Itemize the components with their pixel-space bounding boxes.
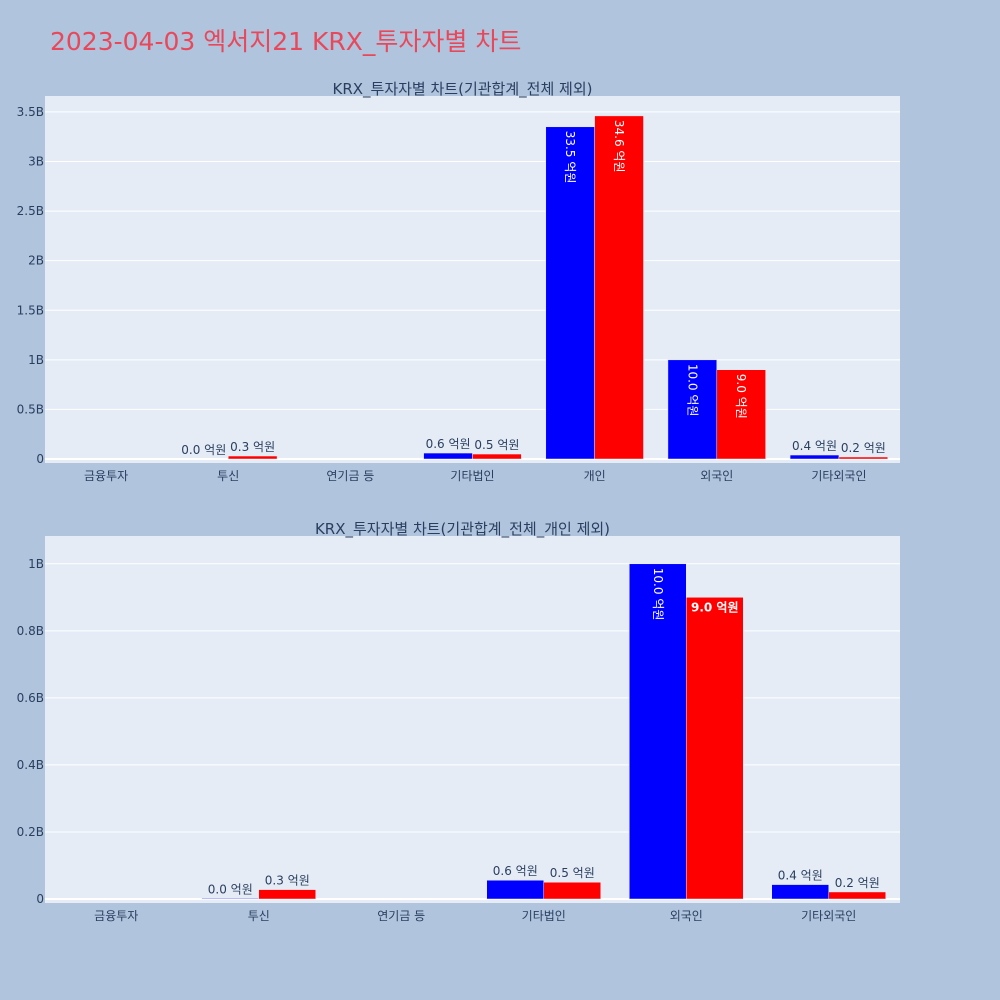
y-tick-label: 0.5B	[17, 402, 44, 416]
bar-value-label: 0.3 억원	[230, 440, 275, 454]
x-tick-label: 연기금 등	[377, 909, 425, 923]
bar	[716, 369, 766, 460]
bar	[789, 454, 840, 460]
bar	[828, 891, 886, 900]
x-tick-label: 기타법인	[522, 909, 566, 923]
y-tick-label: 0	[36, 452, 44, 466]
bar-value-label: 34.6 억원	[612, 120, 626, 173]
plot-area	[45, 536, 900, 903]
page-title: 2023-04-03 엑서지21 KRX_투자자별 차트	[50, 27, 522, 56]
bar	[594, 115, 644, 460]
bar-value-label: 0.0 억원	[208, 882, 253, 896]
x-tick-label: 기타법인	[450, 469, 494, 483]
bar	[667, 359, 718, 460]
bar-value-label: 10.0 억원	[651, 568, 665, 621]
x-tick-label: 외국인	[670, 909, 703, 923]
bar-value-label: 9.0 억원	[734, 374, 748, 419]
bar	[472, 453, 522, 460]
bar-value-label: 0.6 억원	[493, 864, 538, 878]
y-tick-label: 0.6B	[17, 691, 44, 705]
x-tick-label: 개인	[584, 469, 606, 483]
bar	[423, 452, 473, 460]
x-tick-label: 외국인	[700, 469, 733, 483]
bar-value-label: 0.4 억원	[792, 439, 837, 453]
bar	[227, 455, 278, 460]
y-tick-label: 0.8B	[17, 624, 44, 638]
bar	[771, 884, 829, 900]
y-tick-label: 0.2B	[17, 825, 44, 839]
bar-value-label: 0.4 억원	[778, 869, 823, 883]
y-tick-label: 1B	[28, 353, 44, 367]
x-tick-label: 연기금 등	[326, 469, 374, 483]
bar-value-label: 0.0 억원	[181, 443, 226, 457]
x-tick-label: 금융투자	[84, 469, 128, 483]
x-tick-label: 기타외국인	[801, 909, 856, 923]
investor-chart-1: KRX_투자자별 차트(기관합계_전체 제외) 0 0.5B 1B 1.5B 2B 2.5B…	[17, 80, 900, 483]
bar	[629, 563, 687, 900]
bar-value-label: 0.5 억원	[474, 438, 519, 452]
x-tick-label: 투신	[248, 909, 270, 923]
x-tick-label: 기타외국인	[811, 469, 866, 483]
y-tick-label: 0.4B	[17, 758, 44, 772]
y-tick-label: 3.5B	[17, 105, 44, 119]
y-tick-label: 3B	[28, 155, 44, 169]
y-tick-label: 1.5B	[17, 303, 44, 317]
y-tick-label: 1B	[28, 557, 44, 571]
bar	[201, 898, 259, 900]
bar-value-label: 0.2 억원	[841, 441, 886, 455]
chart-title: KRX_투자자별 차트(기관합계_전체 제외)	[333, 80, 593, 99]
bar-value-label: 0.3 억원	[265, 874, 310, 888]
bar	[545, 126, 595, 460]
x-tick-label: 금융투자	[94, 909, 138, 923]
bar-value-label: 10.0 억원	[685, 364, 699, 417]
bar	[543, 881, 601, 900]
x-tick-label: 투신	[217, 469, 239, 483]
bar-value-label: 0.6 억원	[426, 437, 471, 451]
investor-chart-2: KRX_투자자별 차트(기관합계_전체_개인 제외) 0 0.2B 0.4B 0.6B 0…	[17, 520, 900, 923]
y-tick-label: 2B	[28, 254, 44, 268]
bar-value-label: 33.5 억원	[563, 131, 577, 184]
bar-value-label: 0.2 억원	[835, 876, 880, 890]
bar	[838, 456, 889, 460]
y-tick-label: 0	[36, 892, 44, 906]
plot-area	[45, 96, 900, 463]
chart-title: KRX_투자자별 차트(기관합계_전체_개인 제외)	[315, 520, 610, 539]
bar	[258, 889, 316, 900]
bar	[686, 597, 744, 900]
bar	[486, 879, 544, 900]
bar-value-label: 0.5 억원	[550, 866, 595, 880]
y-tick-label: 2.5B	[17, 204, 44, 218]
bar-value-label: 9.0 억원	[691, 600, 739, 614]
